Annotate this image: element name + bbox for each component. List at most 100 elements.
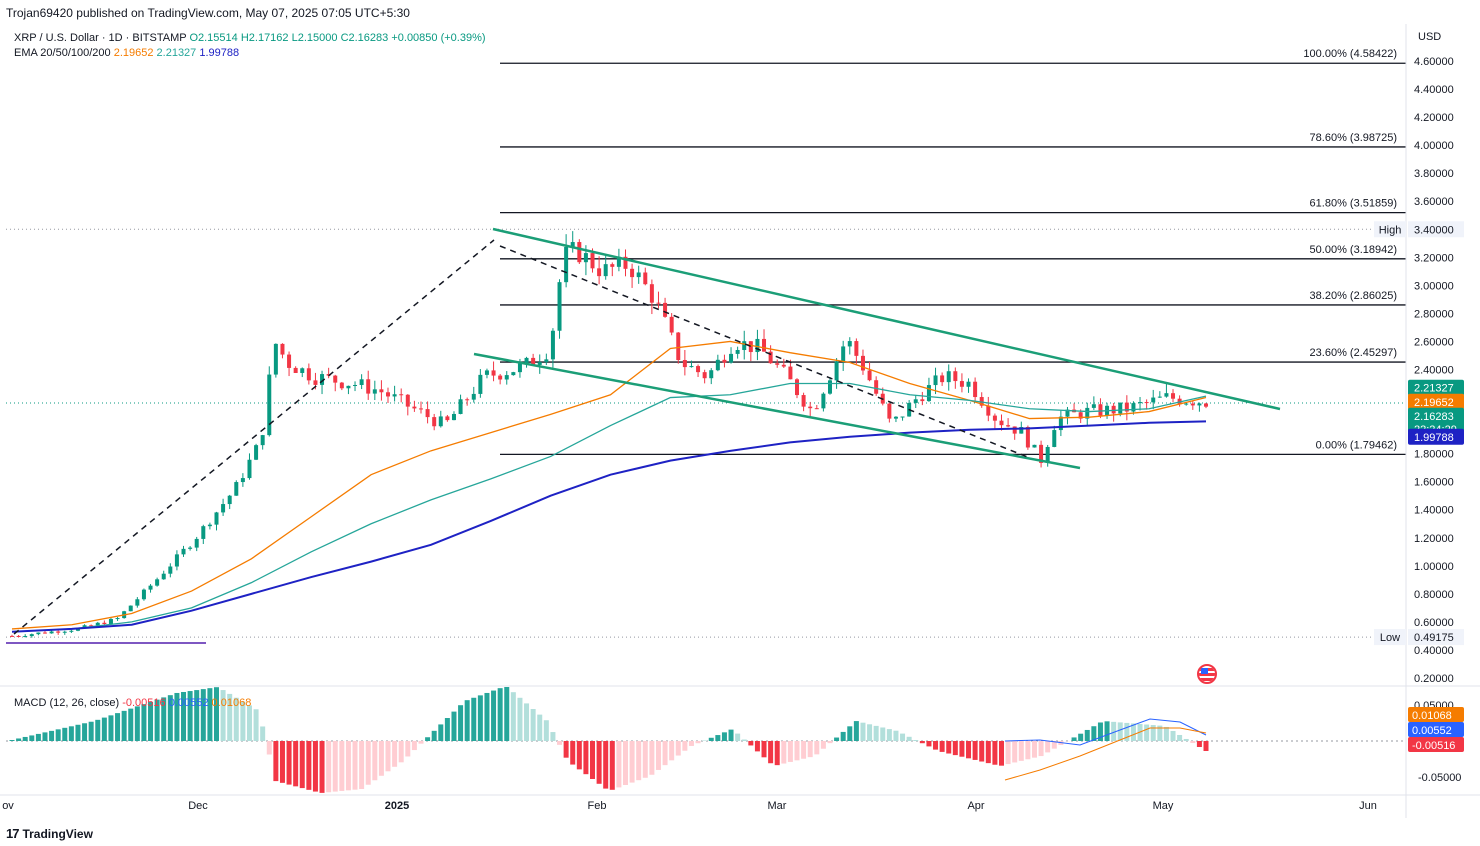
macd-hist-bar (477, 695, 483, 741)
fib-level-label: 23.60% (2.45297) (1310, 347, 1397, 359)
candle-body (221, 504, 226, 513)
candle-body (366, 379, 371, 394)
macd-hist-bar (992, 741, 998, 765)
macd-hist-bar (774, 741, 780, 766)
macd-hist-bar (115, 713, 121, 741)
time-axis[interactable]: ov Dec 2025 Feb Mar Apr May Jun (2, 800, 1377, 812)
signal-line (1004, 727, 1207, 781)
extreme-tag-text: Low (1380, 632, 1400, 644)
candle-body (616, 256, 621, 267)
candle-body (333, 375, 338, 383)
candle-body (1151, 397, 1156, 403)
macd-hist-bar (510, 692, 516, 741)
macd-hist-bar (293, 741, 299, 787)
candle-body (1164, 393, 1169, 397)
extreme-tag-bg (1374, 629, 1406, 646)
trendline-drawings (13, 227, 1281, 635)
price-tick-label: 3.20000 (1414, 252, 1454, 264)
macd-hist-bar (1084, 729, 1090, 741)
macd-hist-bar (484, 692, 490, 741)
price-tick-label: 4.60000 (1414, 56, 1454, 68)
macd-hist-bar (524, 703, 530, 741)
candle-body (860, 355, 865, 371)
candle-body (755, 338, 760, 353)
macd-hist-bar (972, 741, 978, 760)
price-badge (1408, 393, 1464, 410)
candle-body (82, 625, 87, 629)
candle-body (1184, 403, 1189, 405)
ohlc-open: O2.15514 (189, 32, 238, 44)
candle-body (504, 375, 509, 380)
macd-hist-bar (1045, 741, 1051, 753)
price-tick-label: 1.20000 (1414, 533, 1454, 545)
candle-body (663, 302, 668, 317)
candle-body (900, 416, 905, 418)
macd-hist-bar (576, 741, 582, 770)
macd-hist-bar (1097, 722, 1103, 741)
candle-body (16, 635, 21, 637)
candle-body (425, 409, 430, 418)
macd-hist-bar (266, 741, 272, 755)
macd-hist-bar (642, 741, 648, 778)
candle-body (498, 375, 503, 380)
macd-hist-bar (385, 741, 391, 772)
macd-hist-bar (590, 741, 596, 779)
candle-body (346, 385, 351, 389)
symbol-title[interactable]: XRP / U.S. Dollar · 1D · BITSTAMP (14, 32, 187, 44)
macd-hist-bar (167, 695, 173, 741)
candle-body (801, 395, 806, 407)
candle-body (287, 354, 292, 368)
candle-body (379, 389, 384, 393)
macd-hist-bar (715, 735, 721, 741)
macd-hist-bar (1031, 741, 1037, 758)
macd-hist-bar (1170, 730, 1176, 741)
symbol-legend[interactable]: XRP / U.S. Dollar · 1D · BITSTAMP O2.155… (14, 31, 486, 61)
price-tick-label: 0.60000 (1414, 617, 1454, 629)
candle-body (418, 408, 423, 410)
macd-hist-bar (75, 724, 81, 741)
candle-body (214, 512, 219, 525)
candle-body (89, 625, 94, 627)
macd-hist-bar (273, 741, 279, 782)
candle-body (254, 445, 259, 460)
macd-label[interactable]: MACD (12, 26, close) (14, 697, 120, 709)
macd-hist-bar (108, 715, 114, 741)
time-tick-label: Jun (1359, 800, 1377, 812)
macd-legend[interactable]: MACD (12, 26, close) -0.00516 0.00552 0.… (14, 697, 251, 709)
macd-hist-bar (187, 691, 193, 741)
macd-hist-bar (1078, 733, 1084, 741)
fib-level-label: 78.60% (3.98725) (1310, 132, 1397, 144)
publisher-line: Trojan69420 published on TradingView.com… (6, 6, 410, 20)
extreme-value-bg (1408, 629, 1464, 646)
candle-body (557, 282, 562, 331)
macd-hist-bar (596, 741, 602, 784)
macd-hist-bar (814, 741, 820, 755)
candle-body (933, 375, 938, 386)
candle-body (920, 399, 925, 402)
currency-label[interactable]: USD (1418, 31, 1442, 43)
candle-body (207, 524, 212, 527)
price-tick-label: 1.80000 (1414, 449, 1454, 461)
candle-body (603, 264, 608, 277)
candle-body (926, 385, 931, 402)
macd-hist-bar (728, 729, 734, 741)
candle-body (465, 399, 470, 401)
candle-body (1032, 444, 1037, 448)
ema-label[interactable]: EMA 20/50/100/200 (14, 47, 111, 59)
candle-body (517, 363, 522, 373)
candle-body (722, 359, 727, 363)
tradingview-logo[interactable]: 17 TradingView (6, 826, 93, 841)
us-flag-icon[interactable] (1197, 664, 1217, 684)
candle-body (590, 253, 595, 269)
price-badge-text: 1.99788 (1414, 432, 1454, 444)
time-tick-label: May (1153, 800, 1174, 812)
candle-body (293, 367, 298, 373)
candle-body (1197, 403, 1202, 406)
candle-body (128, 605, 133, 612)
macd-badge (1408, 707, 1464, 722)
candle-body (280, 343, 285, 355)
candle-body (524, 357, 529, 364)
price-axis[interactable]: 4.60000 4.40000 4.20000 4.00000 3.80000 3.600… (0, 24, 1480, 818)
candle-body (709, 370, 714, 379)
